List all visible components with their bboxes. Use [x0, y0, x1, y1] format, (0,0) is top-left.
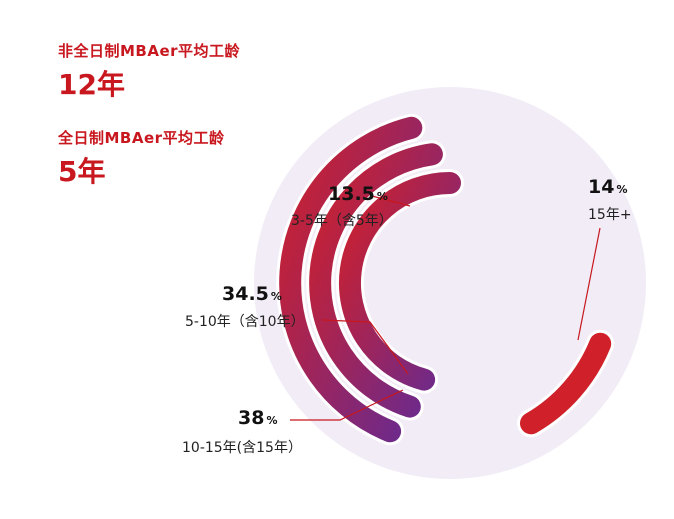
- fulltime-stat-value: 5年: [58, 155, 106, 188]
- leader-line-2: [290, 389, 404, 421]
- arc-bar-0: [338, 172, 461, 391]
- parttime-stat: 非全日制MBAer平均工龄 12年: [58, 40, 240, 103]
- value-label-2: 38%: [238, 407, 277, 429]
- parttime-stat-label: 非全日制MBAer平均工龄: [58, 42, 241, 60]
- category-label-1: 5-10年（含10年）: [185, 314, 305, 330]
- category-label-2: 10-15年(含15年）: [182, 440, 302, 456]
- chart-arcs: [276, 113, 615, 446]
- value-label-1: 34.5%: [222, 283, 282, 305]
- chart-labels: 13.5 % 3-5年（含5年） 34.5 % 5-10年（含10年） 38 % 10-15年(…: [182, 176, 632, 456]
- value-label-3: 14%: [588, 176, 627, 198]
- value-label-0: 13.5%: [328, 183, 388, 205]
- category-label-0: 3-5年（含5年）: [291, 213, 393, 229]
- arc-bar-2: [279, 116, 423, 443]
- leader-line-0: [371, 195, 411, 207]
- arc-bar-3: [520, 332, 612, 435]
- leader-line-3: [577, 227, 601, 341]
- fulltime-stat: 全日制MBAer平均工龄 5年: [58, 127, 225, 190]
- fulltime-stat-label: 全日制MBAer平均工龄: [58, 129, 225, 147]
- arc-bar-1: [309, 143, 443, 418]
- chart-leader-lines: [290, 195, 601, 421]
- leader-line-1: [321, 319, 409, 375]
- parttime-stat-value: 12年: [58, 68, 125, 101]
- category-label-3: 15年+: [588, 207, 632, 223]
